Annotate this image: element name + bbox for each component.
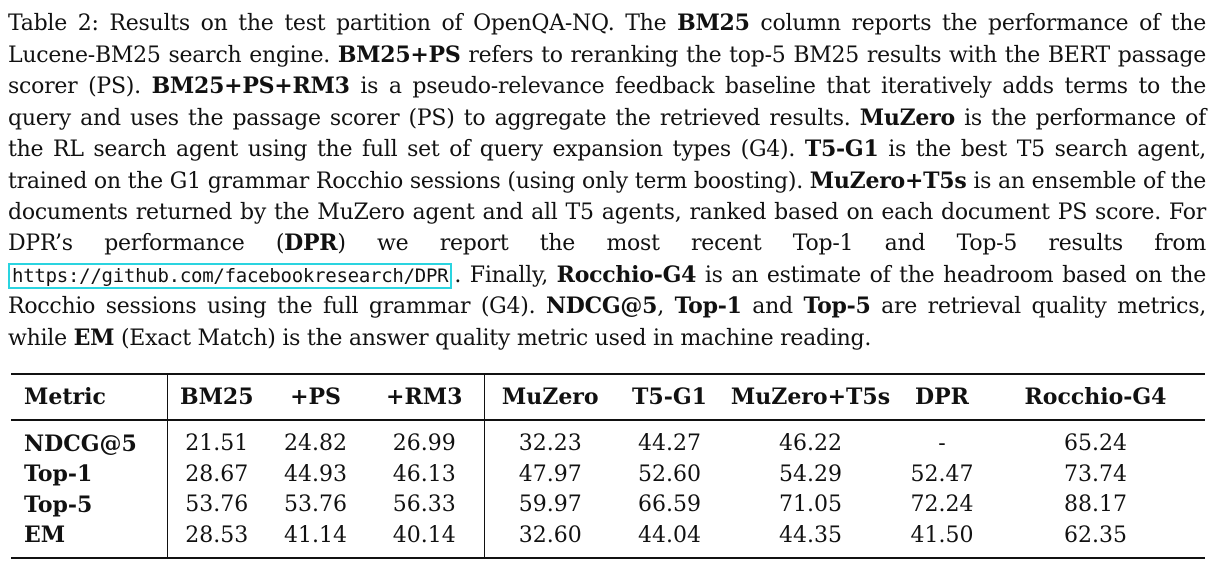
table-cell: 46.22 [779,431,842,457]
table-cell: 44.93 [284,461,347,487]
caption-text: column reports the performance of the Lu… [8,11,1206,68]
caption-text: is the best T5 search agent, trained on … [8,137,1206,194]
table-cell: 88.17 [1064,492,1127,518]
table-caption: Table 2: Results on the test partition o… [8,8,1206,355]
caption-label: Table 2: [8,11,99,36]
table-cell: 62.35 [1064,522,1127,548]
table-cell: 53.76 [185,492,249,518]
caption-text: and [741,294,804,320]
table-cell: 72.24 [910,492,974,518]
results-body-table: NDCG@5 21.51 24.82 26.99 32.23 44.27 46.… [11,420,1206,557]
row-metric-label: EM [11,520,168,551]
table-cell: 44.27 [638,431,701,457]
table-top-rule [11,373,1205,375]
table-cell: 41.50 [910,522,974,548]
table-row: EM 28.53 41.14 40.14 32.60 44.04 44.35 4… [11,520,1205,551]
caption-text: is an estimate of the headroom based on … [8,262,1206,320]
table-cell: 44.35 [779,522,842,548]
table-header-row: Metric BM25 +PS +RM3 MuZero T5-G1 MuZero… [11,375,1205,419]
row-metric-label: Top-1 [11,459,168,490]
table-cell: 26.99 [365,428,485,459]
header-dpr: DPR [915,384,969,410]
caption-bold-term: Rocchio-G4 [556,261,697,288]
caption-text: , [657,294,675,320]
caption-text: ) we report the most recent Top-1 and To… [337,231,1206,257]
table-cell: 53.76 [284,492,347,518]
table-cell: - [938,431,946,457]
header-muzero-t5s: MuZero+T5s [730,384,891,410]
table-cell: 28.53 [185,522,249,548]
caption-text: Results on the test partition of OpenQA-… [98,11,678,36]
table-cell: 28.67 [185,461,249,487]
caption-bold-term: T5-G1 [804,136,879,163]
table-row: Top-1 28.67 44.93 46.13 47.97 52.60 54.2… [11,459,1205,490]
table-cell: 21.51 [185,431,249,457]
table-cell: 47.97 [518,461,582,487]
table-row: NDCG@5 21.51 24.82 26.99 32.23 44.27 46.… [11,428,1205,459]
caption-text: is an ensemble of the documents returned… [8,168,1207,257]
table-cell: 65.24 [1064,431,1127,457]
header-rm3: +RM3 [365,375,485,419]
table-cell: 41.14 [284,522,347,548]
caption-text: . Finally, [454,262,557,288]
results-header-table: Metric BM25 +PS +RM3 MuZero T5-G1 MuZero… [11,375,1205,419]
caption-bold-term: Top-5 [803,293,871,320]
table-cell: 56.33 [365,489,485,520]
table-cell: 59.97 [518,492,582,518]
caption-bold-term: MuZero [859,104,955,131]
dpr-github-link[interactable]: https://github.com/facebookresearch/DPR [8,262,453,289]
header-ps: +PS [290,384,341,410]
table-cell: 24.82 [284,431,347,457]
header-muzero: MuZero [501,384,599,410]
caption-bold-term: DPR [284,230,338,257]
table-cell: 73.74 [1064,461,1127,487]
caption-text: is a pseudo-relevance feedback baseline … [8,74,1206,131]
caption-text: is the performance of the RL search agen… [8,105,1206,163]
caption-bold-term: NDCG@5 [545,293,658,320]
caption-bold-term: BM25+PS [337,41,461,68]
header-rocchio-g4: Rocchio-G4 [1024,384,1167,410]
header-bm25: BM25 [179,384,254,410]
caption-text: (Exact Match) is the answer quality metr… [114,325,872,351]
table-cell: 52.60 [638,461,701,487]
table-cell: 40.14 [365,520,485,551]
table-cell: 46.13 [365,459,485,490]
caption-text: refers to reranking the top-5 BM25 resul… [8,42,1206,100]
caption-bold-term: MuZero+T5s [809,167,967,194]
row-metric-label: NDCG@5 [11,428,168,459]
table-cell: 71.05 [779,492,842,518]
table-row: Top-5 53.76 53.76 56.33 59.97 66.59 71.0… [11,489,1205,520]
table-cell: 44.04 [638,522,701,548]
caption-bold-term: BM25 [677,10,750,36]
caption-bold-term: Top-1 [674,293,742,320]
table-cell: 32.60 [518,522,582,548]
caption-bold-term: BM25+PS+RM3 [151,73,350,100]
table-cell: 54.29 [779,461,842,487]
row-metric-label: Top-5 [11,489,168,520]
header-metric: Metric [11,375,168,419]
caption-bold-term: EM [73,324,115,351]
caption-text: are retrieval quality metrics, while [8,294,1206,351]
table-cell: 32.23 [518,431,582,457]
table-cell: 52.47 [910,461,974,487]
header-t5-g1: T5-G1 [632,384,707,410]
table-cell: 66.59 [638,492,701,518]
table-bottom-rule [11,556,1205,559]
table-header-rule [11,419,1205,421]
results-table: Metric BM25 +PS +RM3 MuZero T5-G1 MuZero… [11,373,1205,559]
